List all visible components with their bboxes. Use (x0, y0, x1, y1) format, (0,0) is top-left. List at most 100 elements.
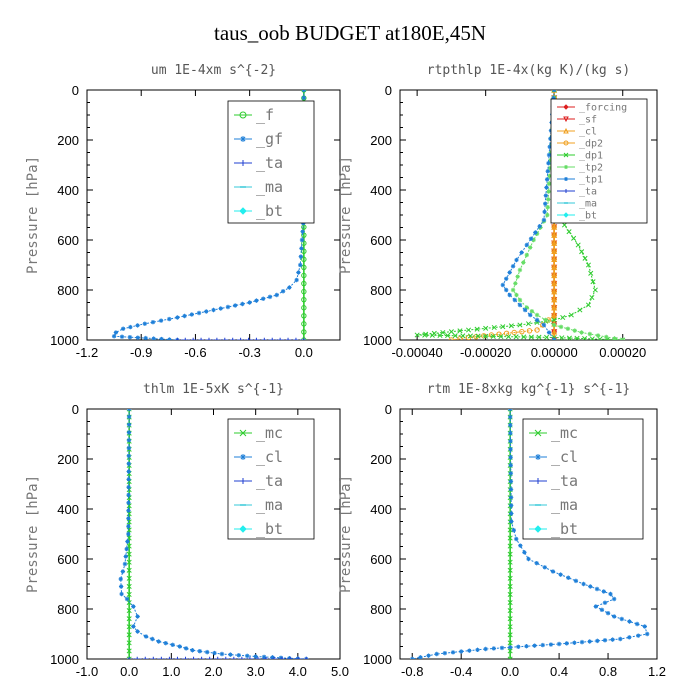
data-point-tp2 (545, 204, 550, 210)
data-point-cl (508, 446, 513, 452)
data-point-dp1 (508, 323, 514, 329)
data-point-ta (246, 337, 251, 340)
data-point-tp1 (552, 337, 557, 340)
data-point-cl (551, 272, 558, 279)
x-tick-label: 5.0 (331, 664, 349, 679)
data-point-cl (126, 508, 131, 513)
data-point-gf (225, 304, 231, 310)
data-point-cl (508, 487, 514, 492)
data-point-cl (508, 503, 514, 508)
data-point-gf (135, 335, 141, 340)
legend-marker (534, 429, 542, 437)
data-point-cl (508, 438, 513, 444)
data-point-cl (122, 561, 128, 567)
data-point-dp1 (490, 333, 496, 339)
data-point-ta (285, 337, 291, 340)
data-point-tp2 (587, 331, 593, 337)
data-point-cl (442, 650, 448, 656)
data-point-cl (566, 575, 571, 580)
data-point-ta (301, 337, 307, 340)
data-point-gf (111, 334, 117, 339)
legend-box (227, 418, 315, 540)
data-point-cl (507, 409, 513, 412)
data-point-f (301, 305, 307, 311)
data-point-tp2 (515, 274, 520, 279)
data-point-ta (263, 656, 269, 659)
data-point-cl (434, 651, 439, 657)
data-point-tp1 (547, 144, 552, 150)
data-point-gf (159, 336, 164, 340)
legend-marker (563, 127, 569, 134)
data-point-mc (126, 503, 132, 509)
y-axis-label: Pressure [hPa] (25, 475, 41, 593)
data-point-dp1 (437, 332, 443, 338)
data-point-dp1 (483, 325, 489, 331)
y-tick-label: 200 (57, 452, 79, 467)
data-point-cl (524, 644, 529, 649)
data-point-cl (475, 647, 480, 653)
data-point-ta (270, 337, 275, 340)
data-point-cl (126, 445, 132, 451)
data-point-tp1 (533, 230, 538, 235)
legend-marker (564, 189, 568, 193)
legend-label: _gf (256, 130, 283, 148)
data-point-tp2 (572, 328, 577, 333)
data-point-tp2 (546, 189, 551, 194)
data-point-gf (254, 298, 259, 303)
x-tick-label: 0.4 (550, 664, 568, 679)
data-point-cl (601, 589, 606, 594)
data-point-dp2 (551, 239, 557, 246)
data-point-ta (279, 656, 285, 659)
data-point-cl (467, 648, 472, 653)
data-point-cl (602, 638, 608, 643)
data-point-cl (595, 638, 600, 644)
data-point-ta (296, 656, 301, 659)
data-point-cl (548, 642, 554, 647)
data-point-cl (499, 645, 505, 651)
data-point-cl (126, 500, 131, 505)
data-point-cl (135, 629, 140, 634)
data-point-mc (126, 591, 132, 598)
data-point-cl (508, 414, 513, 420)
data-point-dp1 (592, 287, 598, 293)
data-point-cl (610, 637, 615, 642)
data-point-tp2 (529, 309, 535, 314)
data-point-cl (551, 312, 558, 319)
legend-marker (563, 116, 569, 123)
series-group (410, 409, 650, 659)
data-point-cl (450, 650, 456, 655)
data-point-cl (645, 631, 650, 637)
chart-panel-1: um 1E-4xm s^{-2} Pressure [hPa] 0 200 400 600… (25, 63, 341, 360)
y-axis-label: Pressure [hPa] (338, 475, 354, 593)
x-tick-label: -0.00020 (460, 345, 511, 360)
data-point-gf (135, 323, 140, 328)
data-point-cl (611, 596, 617, 602)
data-point-gf (298, 262, 303, 268)
data-point-tp2 (521, 260, 526, 265)
panel-title: thlm 1E-5xK s^{-1} (143, 382, 284, 397)
data-point-dp1 (577, 307, 583, 313)
data-point-dp1 (445, 333, 451, 339)
data-point-mc (507, 648, 513, 654)
data-point-dp1 (517, 322, 523, 328)
data-point-tp1 (514, 257, 519, 263)
data-point-cl (278, 655, 284, 659)
legend-marker (240, 454, 246, 460)
data-point-tp1 (548, 136, 553, 141)
data-point-cl (426, 653, 431, 658)
legend-label: _bt (256, 520, 283, 538)
legend: _forcing_sf_cl_dp2_dp1_tp2_tp1_ta_ma_bt (550, 98, 648, 224)
legend-label: _tp2 (579, 163, 603, 174)
legend-label: _bt (579, 211, 597, 222)
data-point-cl (124, 546, 129, 552)
data-point-tp2 (552, 322, 557, 328)
data-point-dp1 (560, 314, 566, 321)
data-point-mc (507, 559, 513, 565)
legend-marker (239, 111, 247, 119)
data-point-cl (126, 409, 132, 412)
data-point-f (301, 264, 307, 271)
data-point-ta (167, 656, 172, 659)
data-point-ta (183, 337, 188, 340)
data-point-tp2 (514, 292, 519, 298)
data-point-mc (507, 640, 513, 646)
